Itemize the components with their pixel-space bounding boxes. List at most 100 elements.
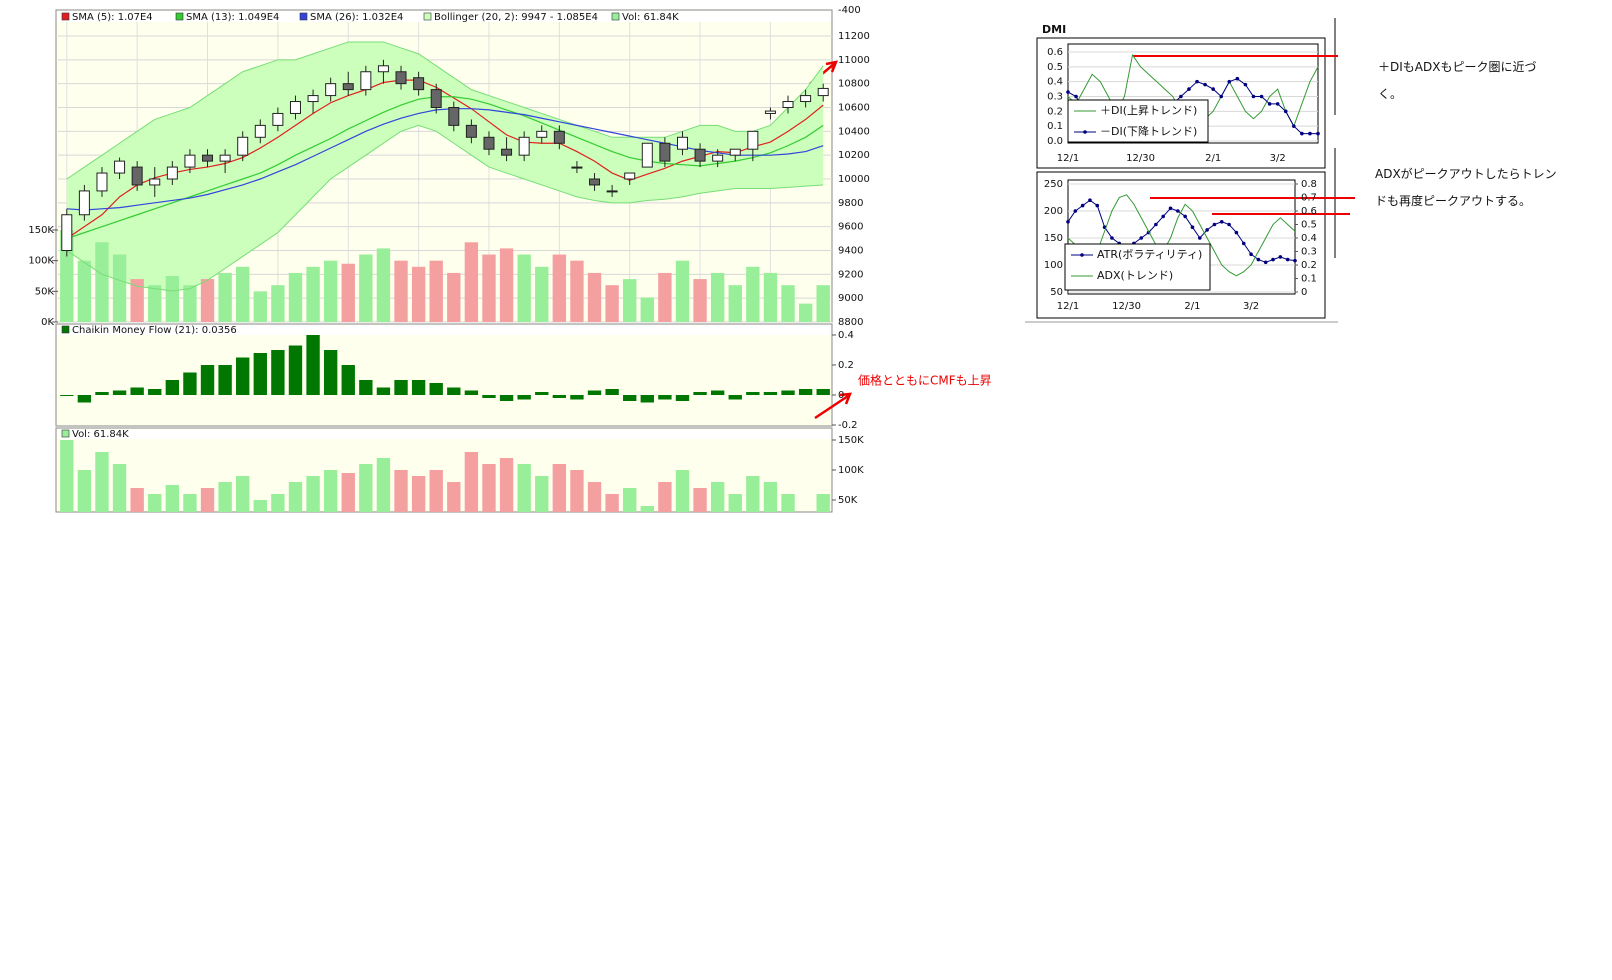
volume-bar — [394, 260, 408, 322]
marker — [1212, 222, 1217, 227]
candle-body — [659, 142, 671, 162]
candle-body — [501, 148, 513, 156]
volume-bar — [464, 242, 479, 322]
candle-body — [712, 154, 724, 162]
x-tick-label: 2/1 — [1205, 153, 1221, 164]
cmf-bar — [464, 390, 479, 395]
legend-label: ATR(ボラティリティ) — [1097, 248, 1202, 261]
marker — [1139, 236, 1144, 240]
x-tick-label: 12/30 — [1126, 153, 1155, 164]
cmf-bar — [535, 392, 549, 395]
legend-swatch — [423, 12, 432, 21]
volume-bar — [411, 266, 426, 322]
marker — [1275, 102, 1280, 106]
volume-bar — [183, 285, 197, 322]
candle-body — [676, 136, 688, 150]
candle-body — [307, 95, 319, 103]
marker — [1285, 257, 1290, 262]
candle-body — [96, 172, 108, 192]
cmf-bar — [60, 395, 74, 396]
cmf-bar — [77, 395, 92, 403]
volume-bar — [640, 506, 654, 512]
y-tick-label: 0.4 — [1047, 77, 1063, 88]
candle-body — [289, 101, 301, 114]
cmf-bar — [271, 350, 285, 395]
y-tick-label: 0.5 — [1047, 62, 1063, 73]
marker — [1095, 203, 1100, 208]
cmf-bar — [394, 380, 408, 395]
candle-body — [131, 166, 143, 186]
candle-body — [553, 130, 565, 144]
cmf-bar — [798, 389, 813, 395]
cmf-bar — [763, 392, 778, 395]
y-tick-label: 0.2 — [838, 360, 854, 371]
x-tick-label: 12/1 — [1057, 153, 1079, 164]
candle-body — [641, 142, 653, 168]
cmf-bar — [429, 383, 443, 395]
cmf-bar — [253, 353, 267, 395]
marker — [1154, 222, 1158, 227]
marker — [1267, 102, 1272, 106]
y-tick-label: 0.3 — [1301, 247, 1317, 258]
y-tick-label: 200 — [1044, 206, 1063, 217]
legend-swatch — [61, 429, 70, 438]
marker — [1271, 257, 1275, 262]
marker — [1211, 87, 1215, 91]
y-tick-label: 10800 — [838, 79, 870, 90]
volume-bar — [464, 452, 479, 512]
y-tick-label: 0.2 — [1301, 260, 1317, 271]
volume-bar — [640, 297, 654, 322]
y-tick-label: 0.6 — [1301, 206, 1317, 217]
volume-bar — [675, 260, 690, 322]
legend-swatch — [299, 12, 308, 21]
candle-body — [589, 178, 601, 186]
y-tick-label: 0 — [838, 390, 844, 401]
legend-marker — [1080, 253, 1084, 257]
cmf-bar — [218, 365, 232, 395]
volume-bar — [605, 494, 619, 512]
candle-body — [202, 154, 214, 162]
cmf-bar — [236, 357, 250, 395]
y-tick-label: 10600 — [838, 103, 870, 114]
candle-body — [237, 136, 249, 156]
legend-row — [57, 11, 831, 22]
y-tick-label: 150 — [1044, 233, 1063, 244]
marker — [1227, 222, 1231, 227]
volume-bar — [535, 476, 549, 512]
candle-body — [747, 130, 759, 150]
volume-bar — [148, 285, 162, 322]
candle-body — [342, 83, 354, 91]
candle-body — [536, 130, 548, 138]
volume-bar — [482, 254, 496, 322]
candle-body — [729, 148, 741, 156]
candle-body — [413, 77, 425, 91]
cmf-bar — [552, 395, 567, 398]
cmf-bar — [323, 350, 338, 395]
x-tick-label: 12/30 — [1112, 301, 1141, 312]
volume-bar — [77, 260, 92, 322]
cmf-bar — [710, 390, 725, 395]
volume-bar — [816, 494, 830, 512]
plot-frame — [1067, 179, 1296, 295]
legend-label: SMA (5): 1.07E4 — [72, 12, 153, 23]
legend-swatch — [61, 12, 70, 21]
y-tick-label: 0.7 — [1301, 193, 1317, 204]
y-tick-label: 9200 — [838, 269, 863, 280]
candle-body — [377, 65, 389, 73]
y-tick-label: 250 — [1044, 179, 1063, 190]
volume-bar — [95, 242, 109, 322]
legend-box — [1067, 99, 1209, 143]
volume-bar — [623, 279, 637, 322]
annotation: 価格とともにCMFも上昇 — [858, 373, 992, 388]
y-tick-label: 50K — [838, 495, 858, 506]
cmf-bar — [288, 345, 303, 395]
y-tick-label: 0.8 — [1301, 179, 1317, 190]
marker — [1241, 241, 1246, 246]
volume-bar — [710, 482, 725, 512]
volume-bar — [323, 260, 338, 322]
x-tick-label: 12/1 — [1057, 301, 1079, 312]
marker — [1316, 131, 1320, 136]
marker — [1190, 225, 1195, 229]
marker — [1195, 79, 1199, 84]
candle-body — [800, 95, 812, 103]
